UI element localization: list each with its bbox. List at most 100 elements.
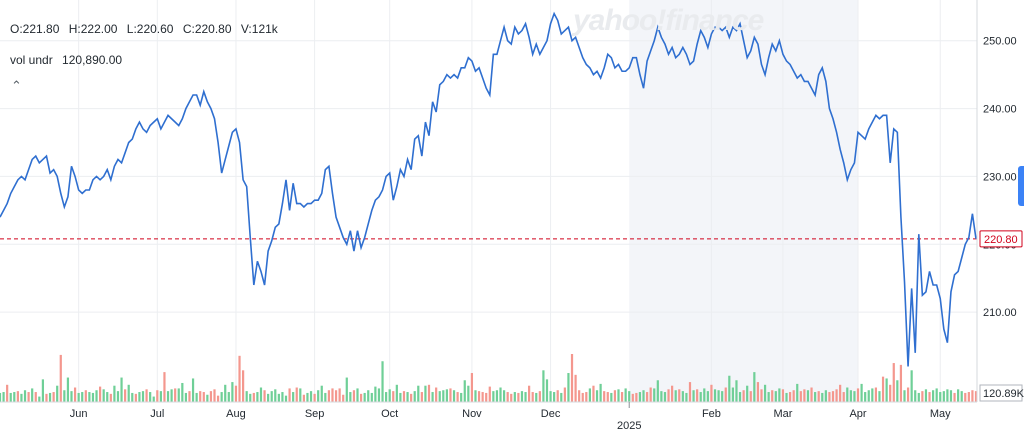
volume-bar bbox=[445, 389, 448, 402]
volume-bar bbox=[281, 392, 284, 402]
high-value: H:222.00 bbox=[68, 22, 118, 36]
volume-bar bbox=[159, 391, 162, 402]
volume-bar bbox=[16, 391, 19, 402]
volume-bar bbox=[910, 370, 913, 402]
volume-bar bbox=[545, 379, 549, 402]
x-tick-label: Jul bbox=[150, 408, 164, 420]
volume-bar bbox=[70, 391, 73, 402]
volume-bar bbox=[342, 394, 345, 402]
volume-bar bbox=[73, 387, 77, 402]
volume-bar bbox=[331, 388, 334, 402]
volume-bar bbox=[59, 354, 62, 402]
x-tick-label: Mar bbox=[773, 408, 792, 420]
volume-bar bbox=[721, 391, 724, 402]
volume-bar bbox=[735, 380, 738, 402]
volume-bar bbox=[506, 392, 509, 402]
volume-bar bbox=[853, 391, 856, 402]
volume-bar bbox=[628, 391, 631, 402]
volume-bar bbox=[742, 390, 745, 402]
volume-bar bbox=[13, 392, 16, 402]
volume-bar bbox=[667, 389, 670, 402]
volume-bar bbox=[48, 392, 52, 402]
volume-bar bbox=[660, 391, 663, 402]
volume-bar bbox=[531, 392, 534, 402]
volume-bar bbox=[681, 391, 684, 402]
volume-bar bbox=[746, 385, 749, 402]
shaded-period bbox=[629, 0, 859, 402]
volume-bar bbox=[392, 391, 395, 402]
volume-bar bbox=[817, 391, 820, 402]
volume-bar bbox=[653, 388, 656, 402]
volume-bar bbox=[560, 392, 563, 402]
volume-bar bbox=[95, 390, 98, 402]
volume-bar bbox=[313, 393, 316, 402]
volume-bar bbox=[485, 392, 488, 402]
volume-bar bbox=[939, 392, 942, 402]
volume-bar bbox=[385, 392, 388, 402]
volume-bar bbox=[231, 382, 234, 402]
volume-bar bbox=[928, 392, 931, 402]
volume-bar bbox=[413, 391, 416, 402]
volume-bar bbox=[810, 387, 813, 402]
volume-bars bbox=[0, 354, 978, 402]
volume-bar bbox=[481, 392, 484, 402]
volume-indicator-readout: vol undr 120,890.00 bbox=[10, 53, 128, 67]
volume-bar bbox=[242, 370, 245, 402]
volume-bar bbox=[828, 392, 831, 402]
price-line[interactable] bbox=[0, 11, 977, 367]
volume-bar bbox=[767, 392, 770, 402]
volume-bar bbox=[803, 389, 806, 402]
volume-bar bbox=[381, 361, 384, 402]
volume-bar bbox=[957, 389, 960, 402]
volume-bar bbox=[678, 389, 681, 402]
volume-bar bbox=[470, 373, 474, 402]
volume-bar bbox=[760, 389, 763, 402]
volume-bar bbox=[170, 389, 173, 402]
volume-bar bbox=[964, 392, 967, 402]
volume-bar bbox=[899, 364, 903, 402]
volume-bar bbox=[352, 390, 356, 402]
volume-bar bbox=[306, 392, 309, 402]
volume-bar bbox=[763, 384, 767, 402]
volume-bar bbox=[942, 391, 945, 402]
volume-bar bbox=[277, 393, 280, 402]
volume-bar bbox=[220, 392, 223, 402]
side-panel-tab[interactable] bbox=[1018, 166, 1024, 206]
current-price-tag-bg bbox=[979, 230, 1023, 248]
volume-bar bbox=[477, 391, 481, 402]
volume-bar bbox=[692, 390, 695, 402]
chevron-up-icon[interactable]: ⌃ bbox=[11, 78, 22, 93]
volume-bar bbox=[881, 376, 885, 402]
volume-bar bbox=[688, 382, 692, 402]
volume-bar bbox=[116, 391, 120, 402]
volume-bar bbox=[738, 392, 742, 402]
volume-bar bbox=[549, 391, 552, 402]
volume-bar bbox=[209, 391, 213, 402]
volume-bar bbox=[538, 391, 541, 402]
volume-bar bbox=[181, 382, 184, 402]
open-value: O:221.80 bbox=[10, 22, 60, 36]
current-price-tag: 220.80 bbox=[979, 230, 1023, 248]
volume-bar bbox=[946, 389, 949, 402]
volume-bar bbox=[88, 392, 91, 402]
volume-bar bbox=[924, 389, 928, 402]
volume-bar bbox=[338, 388, 341, 402]
volume-bar bbox=[438, 391, 441, 402]
volume-bar bbox=[66, 377, 70, 402]
volume-bar bbox=[871, 388, 874, 402]
volume-bar bbox=[388, 389, 391, 402]
y-tick-label: 240.00 bbox=[983, 104, 1017, 116]
volume-bar bbox=[113, 385, 116, 402]
y-tick-label: 250.00 bbox=[983, 36, 1017, 48]
volume-bar bbox=[156, 390, 159, 402]
low-value: L:220.60 bbox=[126, 22, 174, 36]
volume-bar bbox=[417, 385, 420, 402]
volume-bar bbox=[674, 390, 677, 402]
volume-bar bbox=[463, 380, 466, 402]
volume-bar bbox=[152, 396, 155, 402]
volume-bar bbox=[163, 372, 166, 402]
volume-bar bbox=[581, 392, 584, 402]
y-tick-label: 230.00 bbox=[983, 171, 1017, 183]
volume-bar bbox=[431, 392, 434, 402]
